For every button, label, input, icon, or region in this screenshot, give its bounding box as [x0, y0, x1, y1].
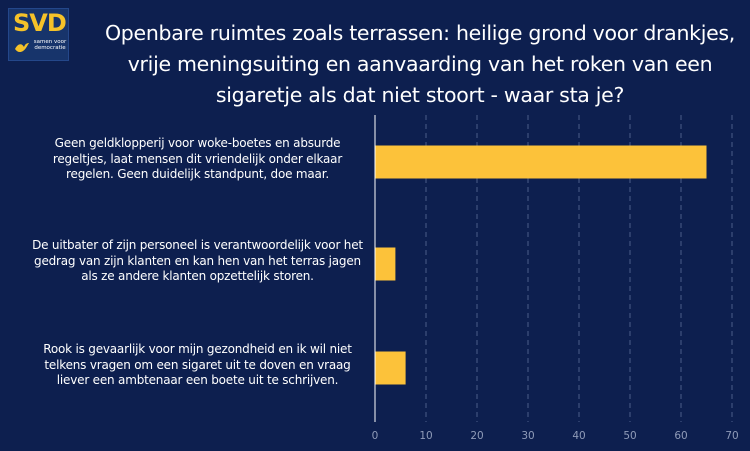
category-label-2: De uitbater of zijn personeel is verantw…	[32, 238, 363, 283]
x-tick-label: 20	[470, 430, 483, 442]
logo-tagline: samen voor democratie	[33, 39, 67, 51]
category-label-3: Rook is gevaarlijk voor mijn gezondheid …	[43, 342, 352, 387]
bar-1	[375, 145, 707, 179]
x-tick-label: 0	[372, 430, 379, 442]
x-tick-label: 50	[623, 430, 636, 442]
dove-icon	[15, 43, 29, 53]
bar-2	[375, 247, 396, 281]
category-label-1: Geen geldklopperij voor woke-boetes en a…	[52, 136, 343, 181]
x-tick-label: 40	[572, 430, 585, 442]
x-tick-label: 30	[521, 430, 534, 442]
logo-text: SVD	[13, 9, 67, 37]
bar-3	[375, 351, 406, 385]
x-tick-label: 70	[725, 430, 738, 442]
chart-title: Openbare ruimtes zoals terrassen: heilig…	[104, 21, 736, 107]
x-tick-label: 60	[674, 430, 687, 442]
x-tick-label: 10	[419, 430, 432, 442]
logo: SVD samen voor democratie	[8, 8, 69, 61]
